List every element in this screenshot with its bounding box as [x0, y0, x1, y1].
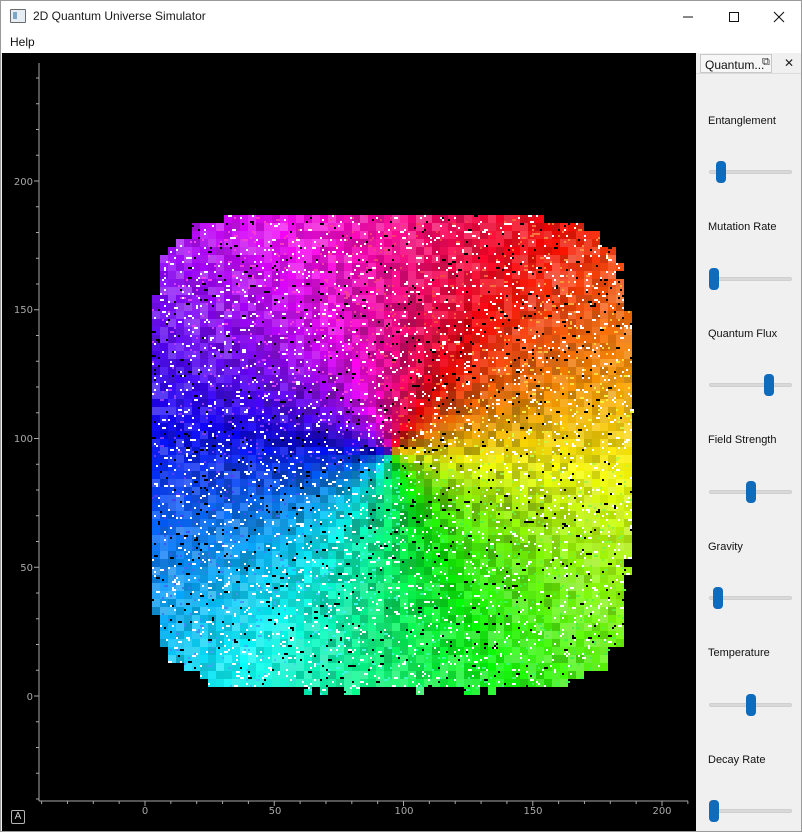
- slider-handle-quantum-flux[interactable]: [763, 374, 774, 396]
- dock-title-tab[interactable]: Quantum... ⧉: [700, 54, 772, 73]
- slider-decay-rate[interactable]: [709, 809, 792, 813]
- controls-dock: Quantum... ⧉ ✕ Entanglement Mutation Rat…: [696, 53, 801, 831]
- maximize-button[interactable]: [711, 1, 757, 32]
- menu-help[interactable]: Help: [10, 35, 35, 49]
- plot-view[interactable]: 0 50 100 150 200 200 150 100 50 0 A: [2, 53, 696, 831]
- slider-gravity[interactable]: [709, 596, 792, 600]
- plot-svg[interactable]: 0 50 100 150 200 200 150 100 50 0: [2, 53, 696, 831]
- label-temperature: Temperature: [708, 647, 770, 659]
- quantum-field-image: [152, 215, 634, 695]
- y-tick-label: 100: [14, 434, 33, 445]
- close-button[interactable]: [756, 1, 802, 32]
- label-mutation-rate: Mutation Rate: [708, 221, 777, 233]
- label-gravity: Gravity: [708, 541, 743, 553]
- y-tick-label: 150: [14, 305, 33, 316]
- app-icon: [10, 9, 26, 23]
- y-tick-label: 0: [27, 692, 33, 703]
- slider-entanglement[interactable]: [709, 170, 792, 174]
- slider-handle-mutation-rate[interactable]: [709, 268, 719, 290]
- title-bar[interactable]: 2D Quantum Universe Simulator: [1, 1, 801, 32]
- slider-handle-gravity[interactable]: [712, 587, 723, 609]
- close-icon: [773, 11, 785, 22]
- auto-range-button[interactable]: A: [11, 810, 25, 824]
- label-entanglement: Entanglement: [708, 115, 776, 127]
- x-tick-label: 50: [269, 806, 282, 817]
- x-tick-label: 100: [394, 806, 413, 817]
- label-field-strength: Field Strength: [708, 434, 777, 446]
- minimize-icon: [683, 16, 693, 17]
- label-decay-rate: Decay Rate: [708, 754, 766, 766]
- label-quantum-flux: Quantum Flux: [708, 328, 778, 340]
- dock-close-icon[interactable]: ✕: [784, 56, 795, 70]
- x-tick-label: 150: [523, 806, 542, 817]
- slider-handle-decay-rate[interactable]: [709, 800, 719, 822]
- slider-handle-entanglement[interactable]: [716, 161, 727, 183]
- x-tick-label: 0: [142, 806, 148, 817]
- slider-handle-field-strength[interactable]: [745, 481, 756, 503]
- slider-handle-temperature[interactable]: [745, 694, 756, 716]
- plot-axes: [38, 63, 688, 802]
- dock-title: Quantum...: [705, 58, 765, 72]
- slider-quantum-flux[interactable]: [709, 383, 792, 387]
- x-tick-label: 200: [652, 806, 671, 817]
- y-tick-label: 200: [14, 177, 33, 188]
- window-title: 2D Quantum Universe Simulator: [33, 9, 206, 23]
- slider-mutation-rate[interactable]: [709, 277, 792, 281]
- menu-bar: Help: [1, 32, 801, 53]
- maximize-icon: [729, 11, 739, 22]
- dock-divider: [696, 73, 801, 74]
- minimize-button[interactable]: [665, 1, 711, 32]
- float-icon[interactable]: ⧉: [762, 56, 770, 68]
- y-tick-label: 50: [20, 563, 33, 574]
